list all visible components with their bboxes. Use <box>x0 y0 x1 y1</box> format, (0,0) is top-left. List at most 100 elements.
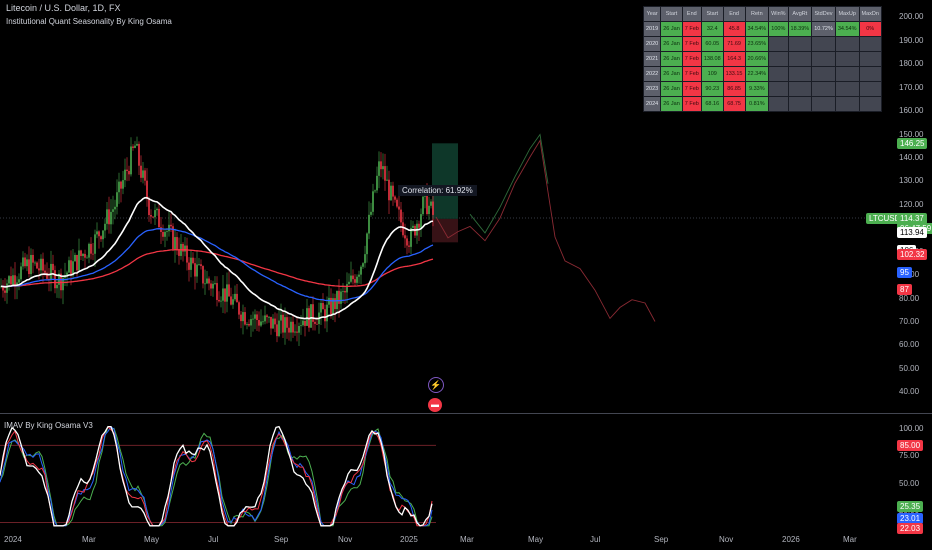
indicator-red-tag: 22.03 <box>897 522 924 534</box>
indicator-line <box>0 426 433 527</box>
time-tick-label: 2026 <box>782 535 800 544</box>
candle-body <box>396 199 398 207</box>
indicator-name-main[interactable]: Institutional Quant Seasonality By King … <box>6 17 172 26</box>
candle-body <box>426 189 428 214</box>
candle-body <box>44 270 46 273</box>
candle-body <box>374 190 376 192</box>
candle-body <box>332 298 334 315</box>
candle-body <box>56 284 58 289</box>
candle-body <box>50 263 52 280</box>
candle-body <box>368 214 370 234</box>
candle-body <box>150 215 152 217</box>
candle-body <box>104 223 106 231</box>
candle-body <box>346 284 348 293</box>
price-tick-label: 150.00 <box>899 129 924 139</box>
candle-body <box>406 238 408 246</box>
candle-body <box>148 198 150 216</box>
candle-body <box>222 288 224 301</box>
indicator-green-tag: 25.35 <box>897 501 924 513</box>
candle-body <box>166 231 168 233</box>
price-tick-label: 170.00 <box>899 82 924 92</box>
candle-body <box>204 283 206 285</box>
candle-body <box>382 166 384 170</box>
candle-body <box>98 231 100 237</box>
stats-cell <box>858 96 882 112</box>
ma-red-line <box>1 249 434 288</box>
us-flag-icon[interactable]: ▬ <box>428 398 442 412</box>
candle-body <box>4 290 6 293</box>
candle-body <box>188 262 190 270</box>
stats-cell: 7 Feb <box>681 81 702 97</box>
time-tick-label: Sep <box>274 535 289 544</box>
pane-separator[interactable] <box>0 413 932 414</box>
candle-body <box>62 277 64 291</box>
candle-body <box>306 308 308 326</box>
symbol-tag: LTCUSD <box>866 213 904 225</box>
candle-body <box>30 254 32 275</box>
stats-header-cell: Win% <box>768 6 789 22</box>
candle-body <box>278 320 280 337</box>
stats-cell: 2021 <box>642 51 662 67</box>
candle-body <box>254 314 256 319</box>
stats-cell <box>858 51 882 67</box>
candle-body <box>172 226 174 250</box>
candle-body <box>52 263 54 271</box>
stats-cell: 2024 <box>642 96 662 112</box>
candle-body <box>156 208 158 211</box>
stats-cell: 100% <box>768 21 789 37</box>
indicator-tick-label: 50.00 <box>899 478 920 488</box>
stats-cell <box>768 51 789 67</box>
stats-cell <box>858 81 882 97</box>
candle-body <box>380 161 382 170</box>
stats-cell: 68.16 <box>700 96 724 112</box>
candle-body <box>282 314 284 333</box>
stats-header-cell: StdDev <box>811 6 836 22</box>
candle-body <box>96 231 98 235</box>
candle-body <box>122 180 124 189</box>
candle-body <box>312 304 314 322</box>
candle-body <box>364 254 366 264</box>
candle-body <box>76 254 78 271</box>
candle-body <box>290 321 292 333</box>
candle-body <box>162 231 164 237</box>
candle-body <box>260 321 262 326</box>
candle-body <box>100 236 102 240</box>
candle-body <box>316 323 318 325</box>
candle-body <box>384 166 386 181</box>
price-tick-label: 140.00 <box>899 152 924 162</box>
candle-body <box>400 209 402 223</box>
candle-body <box>252 318 254 320</box>
candle-body <box>430 201 432 206</box>
time-tick-label: Sep <box>654 535 669 544</box>
candle-body <box>362 263 364 267</box>
candle-body <box>234 293 236 300</box>
candle-body <box>370 211 372 215</box>
candle-body <box>358 274 360 277</box>
candle-body <box>22 257 24 267</box>
symbol-title[interactable]: Litecoin / U.S. Dollar, 1D, FX <box>6 3 121 13</box>
candle-body <box>390 185 392 201</box>
price-tick-label: 50.00 <box>899 363 920 373</box>
candle-body <box>120 181 122 189</box>
price-tick-label: 200.00 <box>899 12 924 22</box>
candle-body <box>186 245 188 263</box>
candle-body <box>160 227 162 232</box>
indicator-name-sub[interactable]: IMAV By King Osama V3 <box>4 421 93 430</box>
candle-body <box>106 209 108 224</box>
candle-body <box>130 146 132 175</box>
candle-body <box>328 297 330 305</box>
candle-body <box>206 278 208 284</box>
stats-cell: 34.54% <box>834 21 860 37</box>
candle-body <box>310 304 312 328</box>
candle-body <box>340 291 342 304</box>
candle-body <box>132 146 134 148</box>
stats-cell <box>858 36 882 52</box>
stats-cell <box>834 81 860 97</box>
candle-body <box>146 180 148 199</box>
candle-body <box>354 279 356 283</box>
lightning-icon[interactable]: ⚡ <box>428 377 444 393</box>
candle-body <box>236 293 238 303</box>
stats-cell: 2020 <box>642 36 662 52</box>
candle-body <box>128 170 130 175</box>
